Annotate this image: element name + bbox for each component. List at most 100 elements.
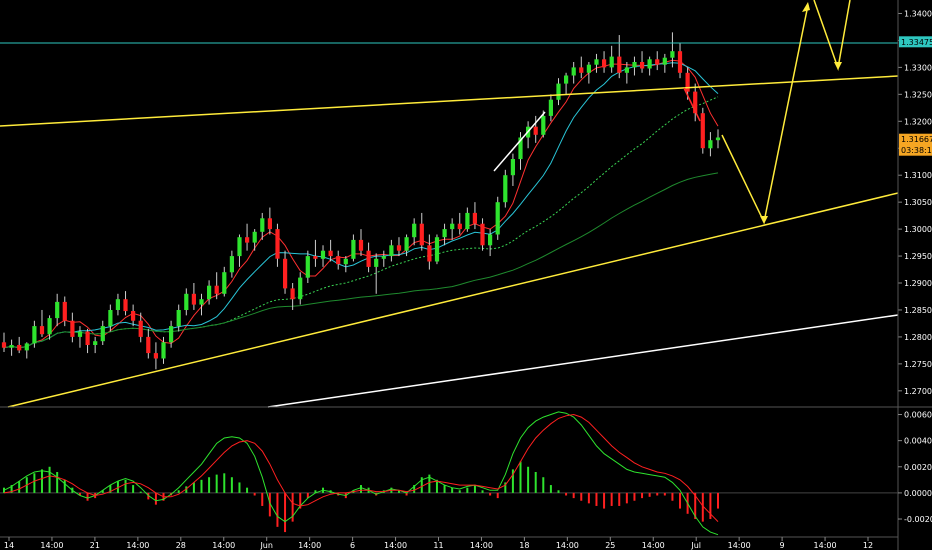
candle-body [320, 250, 326, 259]
indicator-tick-label: 0.0060 [904, 411, 932, 420]
candle-body [510, 159, 515, 176]
price-tick-label: 1.27000 [904, 387, 932, 396]
price-tick-label: 1.30500 [904, 198, 932, 207]
candle-body [693, 91, 698, 114]
macd-line-green [3, 411, 719, 536]
time-tick-label: 28 [176, 541, 186, 550]
candle-body [169, 326, 174, 343]
candle-body [677, 51, 683, 73]
macd-indicator [0, 411, 898, 536]
time-tick-label: 14:00 [814, 541, 837, 550]
candle-body [617, 56, 622, 73]
candle-body [1, 342, 7, 348]
candle-body [199, 299, 204, 305]
price-axis[interactable]: 1.340001.335001.330001.325001.320001.315… [898, 9, 932, 396]
candle-body [47, 318, 52, 335]
time-tick-label: 14:00 [384, 541, 407, 550]
candle-body [404, 237, 409, 251]
candle-body [260, 218, 265, 232]
candle-body [108, 310, 113, 327]
candle-body [594, 59, 599, 65]
candle-body [533, 126, 538, 135]
price-badge-label: 1.33475 [901, 38, 932, 47]
price-badge-sublabel: 03:38:19 [901, 146, 932, 155]
candle-body [229, 256, 234, 273]
arrow-head-1 [760, 216, 768, 224]
candle-body [457, 223, 462, 230]
candle-body [24, 343, 29, 351]
upper-channel-line[interactable] [0, 75, 899, 127]
candle-body [548, 99, 553, 116]
candles [1, 32, 721, 370]
price-tick-label: 1.33000 [904, 63, 932, 72]
candle-body [85, 331, 90, 345]
candle-body [700, 113, 705, 149]
candle-body [222, 272, 227, 294]
price-tick-label: 1.28500 [904, 306, 932, 315]
candle-body [715, 137, 721, 141]
candle-body [275, 229, 280, 259]
candle-body [191, 293, 196, 305]
signal-line-red [3, 413, 719, 522]
candle-body [427, 245, 432, 262]
time-tick-label: 6 [350, 541, 355, 550]
candle-body [131, 311, 136, 321]
candle-body [207, 285, 212, 300]
price-badges: 1.33475 1.31667 03:38:19 [899, 36, 932, 156]
time-tick-label: 11 [433, 541, 443, 550]
candle-body [100, 326, 105, 342]
candle-body [495, 202, 500, 235]
candle-body [556, 83, 561, 100]
candle-body [305, 256, 310, 278]
candle-body [564, 75, 569, 84]
white-short-trend[interactable] [493, 111, 546, 172]
candle-body [55, 301, 60, 319]
candle-body [214, 285, 219, 294]
red-short-trend[interactable] [683, 87, 701, 122]
candle-body [586, 64, 591, 73]
candle-body [602, 59, 607, 68]
price-tick-label: 1.29500 [904, 252, 932, 261]
candle-body [70, 320, 75, 337]
candle-body [647, 59, 652, 69]
candle-body [245, 237, 250, 243]
time-axis[interactable]: 14 14:00 21 14:00 28 14:00 Jun 14:00 6 14:00 11 14:… [4, 537, 873, 550]
time-tick-label: Jun [259, 541, 273, 550]
drawings [0, 0, 899, 408]
candle-body [419, 223, 424, 246]
time-tick-label: 14:00 [212, 541, 235, 550]
candle-body [579, 67, 584, 73]
time-tick-label: 21 [90, 541, 100, 550]
candle-body [176, 310, 181, 327]
candle-body [632, 62, 637, 68]
candle-body [237, 237, 242, 257]
candle-body [480, 223, 485, 246]
candle-body [252, 231, 257, 243]
white-parallel-line[interactable] [267, 314, 899, 408]
candle-body [62, 301, 67, 321]
candle-body [290, 288, 295, 300]
time-tick-label: 9 [780, 541, 785, 550]
time-tick-label: 14:00 [40, 541, 63, 550]
candle-body [267, 218, 272, 230]
candle-body [374, 258, 379, 267]
arrow-head-2 [802, 2, 810, 12]
candle-body [298, 277, 303, 300]
candle-body [465, 212, 470, 230]
candle-body [389, 245, 394, 257]
price-tick-label: 1.32500 [904, 90, 932, 99]
candle-body [283, 258, 288, 289]
candle-body [685, 72, 690, 92]
candle-body [313, 256, 318, 259]
candle-body [123, 299, 128, 312]
time-tick-label: 14:00 [126, 541, 149, 550]
candle-body [450, 223, 455, 230]
price-tick-label: 1.29000 [904, 279, 932, 288]
candle-body [488, 234, 493, 246]
indicator-axis[interactable]: 0.0060 0.0040 0.0020 0.0000 -0.0020 [898, 411, 932, 524]
time-tick-label: Jul [690, 541, 701, 550]
price-badge-bg [899, 36, 932, 48]
lower-channel-line[interactable] [7, 192, 899, 408]
